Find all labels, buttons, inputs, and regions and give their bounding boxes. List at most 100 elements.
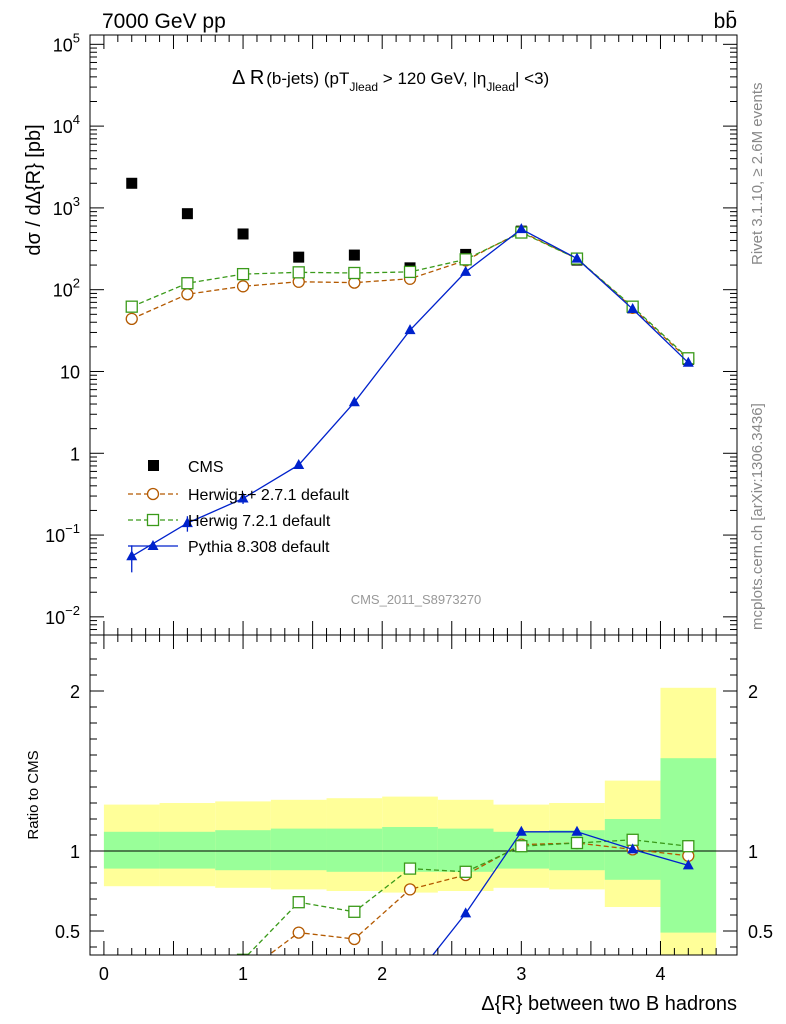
main-y-axis-label: dσ / dΔ{R} [pb] [23, 124, 45, 255]
ratio-band-inner [437, 828, 494, 872]
ratio-point [349, 1002, 360, 1012]
legend-marker-herwigpp [146, 487, 160, 501]
ratio-point [182, 1005, 193, 1015]
ratio-point [293, 1005, 304, 1015]
main-y-tick-label: 105 [53, 30, 80, 55]
x-tick-labels: 0 1 2 3 4 [99, 964, 666, 984]
legend-marker-pythia [147, 540, 159, 550]
ratio-band-inner [270, 828, 327, 871]
ratio-y-axis-label: Ratio to CMS [25, 750, 42, 839]
analysis-label: CMS_2011_S8973270 [351, 592, 482, 607]
main-y-tick-label: 10 [60, 362, 80, 382]
ratio-point [682, 859, 694, 870]
x-tick-label: 1 [238, 964, 248, 984]
ratio-point [515, 825, 527, 836]
main-y-tick-base: 10 [53, 281, 73, 301]
ratio-point [238, 1005, 249, 1015]
main-y-tick-exp: −1 [65, 521, 80, 536]
ratio-point [682, 840, 695, 853]
ratio-point [348, 932, 361, 946]
ratio-band-inner [215, 830, 271, 871]
main-point [627, 303, 639, 314]
main-y-tick-label: 10−1 [45, 521, 80, 546]
legend-label-pythia: Pythia 8.308 default [188, 539, 330, 556]
ratio-series-layer [126, 825, 695, 1015]
ratio-band-inner [103, 831, 160, 869]
main-point [181, 517, 193, 528]
legend-entry-cms: CMS [148, 459, 224, 476]
main-point [181, 208, 193, 220]
legend-entry-pythia: Pythia 8.308 default [128, 539, 330, 556]
ratio-series-line [431, 831, 689, 955]
main-axis-ticks [90, 35, 737, 636]
ratio-series-2 [126, 825, 694, 1015]
main-point [181, 277, 194, 290]
main-y-tick-exp: −2 [65, 603, 80, 618]
title-cut3: | <3) [515, 69, 549, 88]
ratio-point [348, 905, 361, 918]
main-y-tick-base: 10 [53, 35, 73, 55]
legend-marker-herwig7 [146, 513, 160, 527]
main-y-tick-exp: 2 [73, 276, 80, 291]
ratio-y-tick-labels: 0.5 0.5 1 1 2 2 [55, 682, 773, 942]
ratio-series-1 [126, 833, 695, 1012]
ratio-point [292, 926, 305, 939]
header-beam-label: 7000 GeV pp [102, 10, 226, 33]
ratio-point [459, 865, 472, 878]
main-point [459, 253, 472, 266]
main-point [292, 266, 305, 279]
ratio-point [126, 1005, 137, 1015]
legend-entry-herwig7: Herwig 7.2.1 default [128, 513, 331, 530]
main-y-tick-base: 10 [53, 117, 73, 137]
mcplots-label: mcplots.cern.ch [arXiv:1306.3436] [749, 403, 766, 630]
ratio-point [126, 1001, 137, 1012]
ratio-point [403, 883, 417, 896]
legend: CMS Herwig++ 2.7.1 default Herwig 7.2.1 … [128, 459, 350, 556]
ratio-band-inner [549, 830, 605, 871]
ratio-point [405, 978, 416, 988]
ratio-point [292, 896, 305, 909]
ratio-y-tick-label-left: 1 [70, 842, 80, 862]
ratio-panel: 0.5 0.5 1 1 2 2 0 1 2 3 4 Ratio to CMS Δ{R} betwe… [25, 634, 773, 1015]
main-y-tick-exp: 5 [73, 30, 80, 45]
main-series-1 [125, 225, 695, 366]
main-y-tick-base: 10 [53, 199, 73, 219]
ratio-point [182, 983, 193, 994]
main-series-3 [126, 223, 694, 573]
main-point [571, 252, 583, 263]
rivet-version-label: Rivet 3.1.10, ≥ 2.6M events [749, 83, 766, 266]
title-sub2: Jlead [486, 80, 515, 94]
ratio-y-tick-label-right: 0.5 [748, 922, 773, 942]
main-point [403, 265, 417, 279]
main-point [348, 396, 360, 407]
main-series-layer [125, 177, 695, 573]
main-series-line [131, 231, 689, 361]
x-axis-label: Δ{R} between two B hadrons [481, 993, 737, 1015]
title-cut1: (b-jets) (pT [266, 69, 349, 88]
main-point [293, 251, 305, 263]
main-point [348, 266, 361, 280]
main-y-tick-label: 10−2 [45, 603, 80, 628]
main-series-2 [125, 226, 695, 365]
ratio-point [182, 990, 193, 1001]
main-y-tick-exp: 4 [73, 112, 80, 127]
main-point [125, 300, 138, 313]
main-point [236, 280, 250, 293]
main-point [125, 312, 138, 326]
x-tick-label: 0 [99, 964, 109, 984]
ratio-point [627, 843, 639, 854]
legend-marker-cms [148, 460, 159, 471]
ratio-point [126, 1002, 137, 1013]
x-tick-label: 3 [516, 964, 526, 984]
main-y-tick-base: 10 [60, 362, 80, 382]
ratio-point [460, 907, 472, 918]
main-point [237, 492, 249, 503]
ratio-y-tick-label-right: 2 [748, 682, 758, 702]
main-y-tick-label: 1 [70, 444, 80, 464]
title-cut2: > 120 GeV, |η [378, 69, 486, 88]
main-y-tick-base: 1 [70, 444, 80, 464]
main-point [293, 458, 305, 469]
